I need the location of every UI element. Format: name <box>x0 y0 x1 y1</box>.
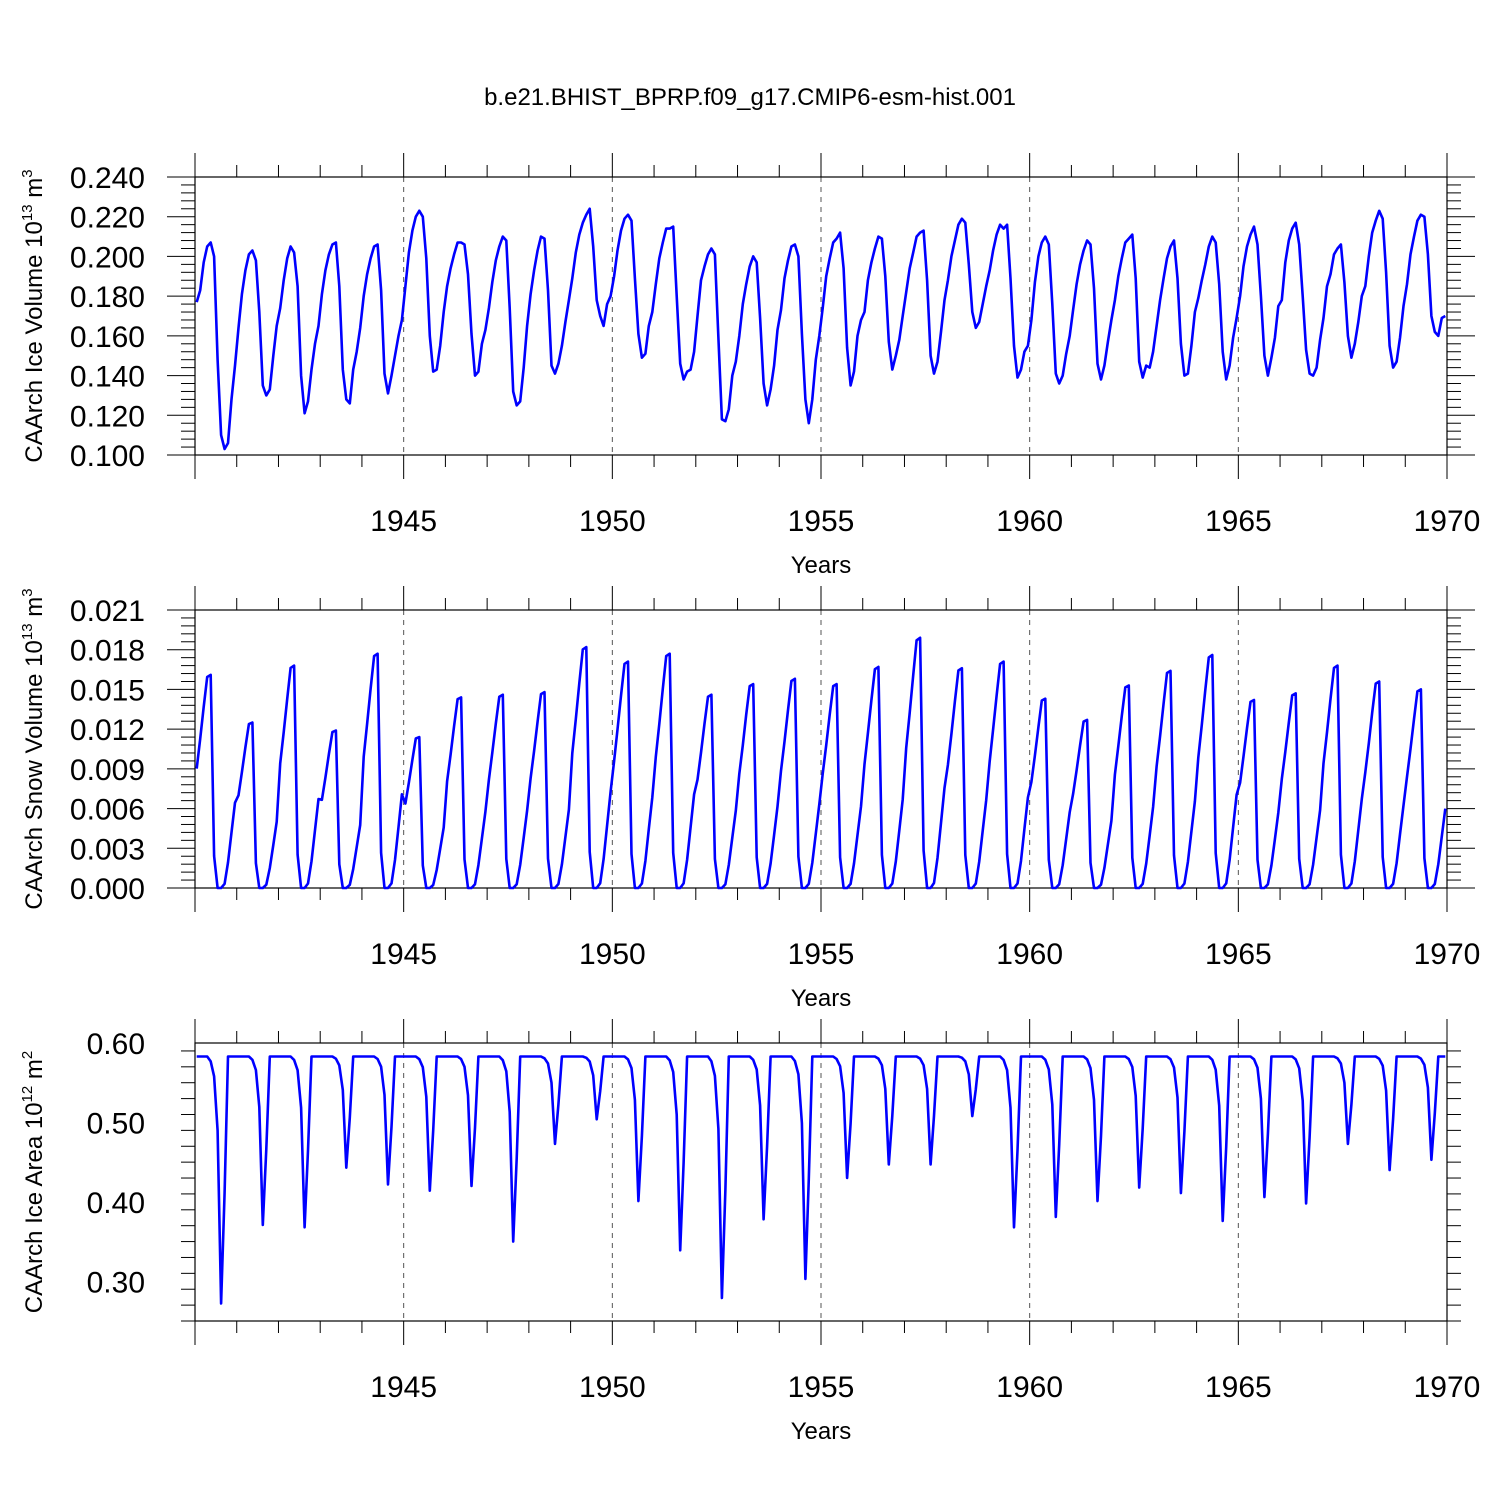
x-tick-label: 1955 <box>788 1371 855 1404</box>
y-tick-label: 0.240 <box>70 162 145 195</box>
y-tick-label: 0.009 <box>70 754 145 787</box>
x-axis-label: Years <box>791 1418 852 1445</box>
y-tick-label: 0.220 <box>70 202 145 235</box>
x-tick-label: 1970 <box>1414 1371 1481 1404</box>
y-tick-label: 0.000 <box>70 873 145 906</box>
y-tick-label: 0.003 <box>70 833 145 866</box>
x-tick-label: 1960 <box>996 505 1063 538</box>
ice-area-panel: 1945 1950 1955 1960 1965 1970 0.30 0.40 0.50 0.60… <box>19 1019 1480 1445</box>
y-tick-label: 0.100 <box>70 440 145 473</box>
y-tick-label: 0.180 <box>70 281 145 314</box>
y-axis-label: CAArch Ice Volume 1013 m3 <box>19 169 48 462</box>
series-line <box>196 1055 1446 1305</box>
ice-volume-panel: 1945 1950 1955 1960 1965 1970 0.100 0.120 0.140 0… <box>19 153 1480 579</box>
chart-title: b.e21.BHIST_BPRP.f09_g17.CMIP6-esm-hist.… <box>484 84 1016 111</box>
y-tick-label: 0.40 <box>87 1187 145 1220</box>
y-tick-label: 0.60 <box>87 1028 145 1061</box>
snow-volume-panel: 1945 1950 1955 1960 1965 1970 0.000 0.003 0.006 0… <box>19 586 1480 1012</box>
y-tick-label: 0.015 <box>70 674 145 707</box>
y-axis-label: CAArch Snow Volume 1013 m3 <box>19 588 48 909</box>
x-tick-label: 1955 <box>788 938 855 971</box>
x-tick-label: 1950 <box>579 505 646 538</box>
series-line <box>195 636 1447 890</box>
x-tick-label: 1965 <box>1205 1371 1272 1404</box>
y-axis-label: CAArch Ice Area 1012 m2 <box>19 1051 48 1313</box>
x-tick-label: 1970 <box>1414 505 1481 538</box>
x-tick-label: 1960 <box>996 938 1063 971</box>
y-tick-label: 0.120 <box>70 400 145 433</box>
y-tick-label: 0.140 <box>70 361 145 394</box>
x-tick-label: 1950 <box>579 1371 646 1404</box>
series-line <box>195 207 1446 451</box>
x-tick-label: 1955 <box>788 505 855 538</box>
x-tick-label: 1945 <box>370 1371 437 1404</box>
x-tick-label: 1970 <box>1414 938 1481 971</box>
y-tick-label: 0.021 <box>70 595 145 628</box>
x-tick-label: 1945 <box>370 938 437 971</box>
x-axis-label: Years <box>791 985 852 1012</box>
y-tick-label: 0.50 <box>87 1107 145 1140</box>
y-tick-label: 0.012 <box>70 714 145 747</box>
y-tick-label: 0.006 <box>70 794 145 827</box>
x-tick-label: 1965 <box>1205 938 1272 971</box>
x-tick-label: 1960 <box>996 1371 1063 1404</box>
y-tick-label: 0.018 <box>70 635 145 668</box>
y-tick-label: 0.30 <box>87 1266 145 1299</box>
x-axis-label: Years <box>791 552 852 579</box>
x-tick-label: 1950 <box>579 938 646 971</box>
y-tick-label: 0.200 <box>70 241 145 274</box>
y-tick-label: 0.160 <box>70 321 145 354</box>
x-tick-label: 1965 <box>1205 505 1272 538</box>
x-tick-label: 1945 <box>370 505 437 538</box>
